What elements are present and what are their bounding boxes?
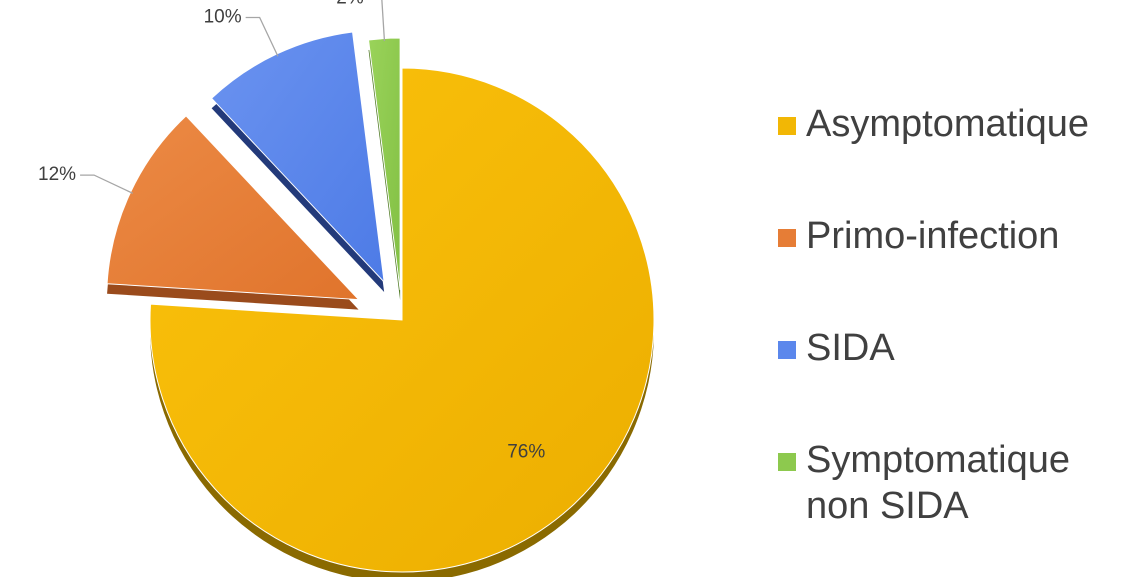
slice-asymptomatique (149, 67, 655, 573)
legend-swatch-symptomatique-non-sida (778, 453, 796, 471)
data-label-symptomatique-non-sida: 2% (336, 0, 364, 8)
leader-lines (80, 0, 386, 194)
legend-label-primo-infection: Primo-infection (806, 215, 1059, 257)
leader-line-symptomatique-non-sida (381, 0, 386, 42)
legend-label-sida: SIDA (806, 327, 895, 369)
data-labels: 76% 12% 10% 2% (38, 0, 545, 462)
data-label-asymptomatique: 76% (507, 441, 545, 462)
legend-entry-primo-infection: Primo-infection (778, 215, 1059, 257)
legend-label-symptomatique-non-sida: Symptomatique (806, 439, 1070, 481)
legend-swatch-primo-infection (778, 229, 796, 247)
leader-line-primo-infection (80, 174, 134, 194)
pie-slices (106, 31, 655, 573)
legend-label-asymptomatique: Asymptomatique (806, 103, 1089, 145)
legend-label-symptomatique-non-sida-line-2: non SIDA (806, 485, 969, 527)
legend-entry-asymptomatique: Asymptomatique (778, 103, 1089, 145)
legend-swatch-asymptomatique (778, 117, 796, 135)
leader-line-sida (245, 16, 279, 57)
legend-swatch-sida (778, 341, 796, 359)
data-label-primo-infection: 12% (38, 164, 76, 185)
legend: Asymptomatique Primo-infection SIDA Symptom… (778, 103, 1089, 527)
data-label-sida: 10% (204, 7, 242, 28)
legend-entry-sida: SIDA (778, 327, 895, 369)
